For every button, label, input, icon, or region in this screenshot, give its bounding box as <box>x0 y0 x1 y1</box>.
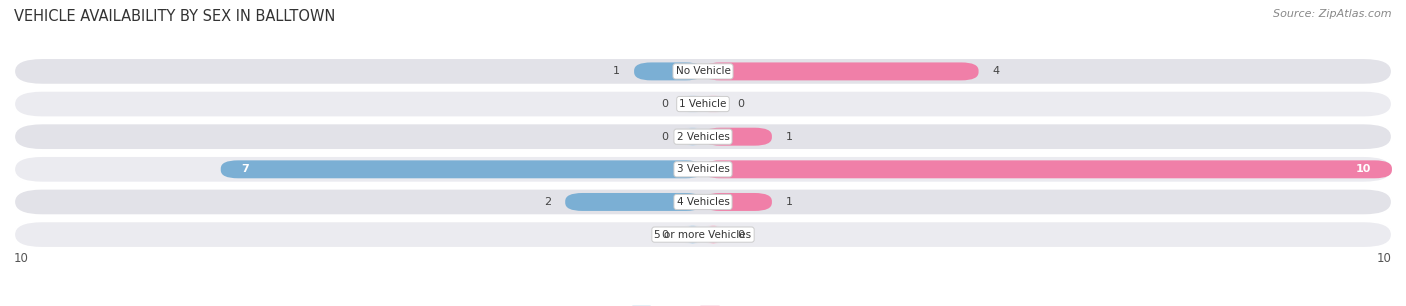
FancyBboxPatch shape <box>14 58 1392 85</box>
FancyBboxPatch shape <box>703 62 979 80</box>
FancyBboxPatch shape <box>14 123 1392 150</box>
FancyBboxPatch shape <box>14 188 1392 215</box>
Text: 10: 10 <box>14 252 30 265</box>
Text: 1 Vehicle: 1 Vehicle <box>679 99 727 109</box>
Text: VEHICLE AVAILABILITY BY SEX IN BALLTOWN: VEHICLE AVAILABILITY BY SEX IN BALLTOWN <box>14 9 336 24</box>
FancyBboxPatch shape <box>14 91 1392 118</box>
Text: 0: 0 <box>662 99 669 109</box>
Text: 10: 10 <box>1355 164 1371 174</box>
FancyBboxPatch shape <box>682 226 703 244</box>
Text: 1: 1 <box>613 66 620 76</box>
FancyBboxPatch shape <box>703 193 772 211</box>
Text: 10: 10 <box>1376 252 1392 265</box>
Text: 5 or more Vehicles: 5 or more Vehicles <box>654 230 752 240</box>
Text: 4: 4 <box>993 66 1000 76</box>
FancyBboxPatch shape <box>565 193 703 211</box>
FancyBboxPatch shape <box>682 95 703 113</box>
FancyBboxPatch shape <box>703 128 772 146</box>
Text: 0: 0 <box>738 99 744 109</box>
FancyBboxPatch shape <box>703 160 1392 178</box>
FancyBboxPatch shape <box>14 156 1392 183</box>
Text: 1: 1 <box>786 197 793 207</box>
Text: 4 Vehicles: 4 Vehicles <box>676 197 730 207</box>
FancyBboxPatch shape <box>634 62 703 80</box>
FancyBboxPatch shape <box>682 128 703 146</box>
FancyBboxPatch shape <box>14 221 1392 248</box>
Text: 1: 1 <box>786 132 793 142</box>
Text: 2: 2 <box>544 197 551 207</box>
Text: 0: 0 <box>738 230 744 240</box>
Text: 0: 0 <box>662 132 669 142</box>
Text: 3 Vehicles: 3 Vehicles <box>676 164 730 174</box>
Text: 7: 7 <box>242 164 249 174</box>
Text: Source: ZipAtlas.com: Source: ZipAtlas.com <box>1274 9 1392 19</box>
FancyBboxPatch shape <box>703 95 724 113</box>
FancyBboxPatch shape <box>221 160 703 178</box>
Text: 2 Vehicles: 2 Vehicles <box>676 132 730 142</box>
FancyBboxPatch shape <box>703 226 724 244</box>
Text: No Vehicle: No Vehicle <box>675 66 731 76</box>
Text: 0: 0 <box>662 230 669 240</box>
